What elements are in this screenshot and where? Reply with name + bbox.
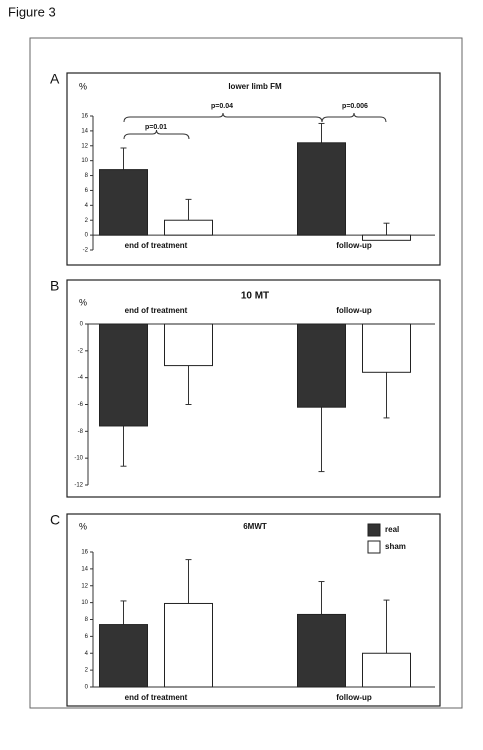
bar	[164, 602, 213, 688]
annotation: p=0.04	[211, 103, 233, 110]
y-tick-label: 16	[81, 114, 88, 120]
legend-label: real	[385, 525, 399, 534]
bar	[297, 613, 346, 688]
chart-title: 6MWT	[243, 522, 267, 531]
legend-swatch	[367, 523, 381, 537]
panel-frame	[66, 72, 441, 266]
y-tick-label: -8	[78, 429, 84, 435]
y-tick-label: 2	[85, 668, 89, 674]
panel-label: C	[50, 512, 60, 528]
y-tick-label: 14	[81, 566, 88, 572]
figure-frame	[29, 37, 463, 709]
significance-bracket	[321, 112, 387, 123]
bar	[99, 323, 148, 427]
x-tick-label: follow-up	[336, 693, 372, 702]
y-tick-label: 8	[85, 617, 89, 623]
y-tick-label: -2	[83, 248, 89, 254]
significance-bracket	[123, 112, 323, 123]
x-tick-label: end of treatment	[125, 693, 188, 702]
x-tick-label: follow-up	[336, 306, 372, 315]
bar	[297, 142, 346, 236]
y-tick-label: 16	[81, 550, 88, 556]
y-axis-label: %	[79, 81, 87, 91]
bar	[362, 652, 411, 688]
y-tick-label: -10	[74, 456, 83, 462]
y-tick-label: 6	[85, 188, 89, 194]
annotation: p=0.01	[145, 124, 167, 131]
legend-swatch	[367, 540, 381, 554]
bar	[99, 624, 148, 688]
bar	[164, 323, 213, 367]
legend-label: sham	[385, 542, 406, 551]
y-tick-label: 4	[85, 651, 89, 657]
y-tick-label: 14	[81, 128, 88, 134]
bar	[362, 234, 411, 241]
panel-label: B	[50, 278, 59, 294]
y-tick-label: 0	[85, 685, 89, 691]
chart-title: lower limb FM	[228, 82, 282, 91]
y-axis-label: %	[79, 521, 87, 531]
panel-frame	[66, 279, 441, 498]
y-tick-label: 6	[85, 634, 89, 640]
chart-title: 10 MT	[241, 291, 269, 302]
y-tick-label: 10	[81, 158, 88, 164]
annotation: p=0.006	[342, 103, 368, 110]
panel-label: A	[50, 71, 60, 87]
panel-frame	[66, 513, 441, 707]
x-tick-label: end of treatment	[125, 241, 188, 250]
x-tick-label: follow-up	[336, 241, 372, 250]
significance-bracket	[123, 129, 190, 140]
y-tick-label: 12	[81, 583, 88, 589]
bar	[362, 323, 411, 373]
y-tick-label: 8	[85, 173, 89, 179]
bar	[297, 323, 346, 408]
y-tick-label: 0	[80, 322, 84, 328]
y-tick-label: -2	[78, 348, 84, 354]
y-tick-label: -4	[78, 375, 84, 381]
figure-title: Figure 3	[8, 4, 56, 19]
y-tick-label: 10	[81, 600, 88, 606]
y-tick-label: 12	[81, 143, 88, 149]
y-tick-label: 0	[85, 233, 89, 239]
y-tick-label: -12	[74, 483, 83, 489]
y-tick-label: -6	[78, 402, 84, 408]
y-tick-label: 2	[85, 218, 89, 224]
bar	[99, 169, 148, 236]
x-tick-label: end of treatment	[125, 306, 188, 315]
y-tick-label: 4	[85, 203, 89, 209]
bar	[164, 219, 213, 236]
y-axis-label: %	[79, 297, 87, 307]
